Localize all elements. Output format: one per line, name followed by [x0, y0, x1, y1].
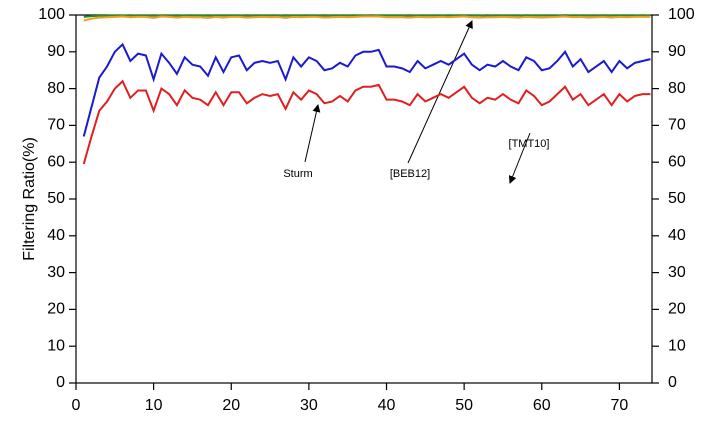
y2-tick-label: 80 [668, 80, 686, 97]
x-tick-label: 70 [610, 397, 628, 414]
y2-tick-label: 50 [668, 190, 686, 207]
y2-tick-label: 30 [668, 264, 686, 281]
x-tick-label: 50 [455, 397, 473, 414]
x-tick-label: 40 [378, 397, 396, 414]
y2-tick-label: 90 [668, 43, 686, 60]
y2-tick-label: 60 [668, 153, 686, 170]
y2-tick-label: 70 [668, 117, 686, 134]
y-tick-label: 100 [38, 6, 65, 23]
annotation-arrow [304, 104, 321, 163]
series-line [82, 79, 651, 165]
y-tick-label: 0 [56, 374, 65, 391]
y2-tick-label: 40 [668, 227, 686, 244]
annotation: [BEB12] [390, 168, 430, 180]
x-tick-label: 20 [222, 397, 240, 414]
y-tick-label: 10 [47, 337, 65, 354]
y-tick-label: 40 [47, 227, 65, 244]
plot-frame [75, 14, 653, 384]
x-tick-label: 60 [533, 397, 551, 414]
annotation: [TMT10] [509, 138, 550, 150]
annotation: Sturm [283, 168, 312, 180]
y-tick-label: 90 [47, 43, 65, 60]
y-axis-label: Filtering Ratio(%) [21, 137, 38, 261]
y2-tick-label: 0 [668, 374, 677, 391]
y-tick-label: 50 [47, 190, 65, 207]
series-line [82, 42, 651, 137]
annotation-arrow [407, 20, 473, 164]
y-tick-label: 30 [47, 264, 65, 281]
annotations: Sturm [BEB12] [TMT10] [283, 20, 550, 184]
x-tick-label: 10 [145, 397, 163, 414]
y-tick-label: 80 [47, 80, 65, 97]
y-tick-label: 20 [47, 301, 65, 318]
y-tick-label: 70 [47, 117, 65, 134]
y2-tick-label: 100 [668, 6, 695, 23]
y-tick-label: 60 [47, 153, 65, 170]
x-tick-label: 0 [72, 397, 81, 414]
y2-tick-label: 10 [668, 337, 686, 354]
y2-tick-label: 20 [668, 301, 686, 318]
annotation-arrow [508, 132, 531, 184]
x-tick-label: 30 [300, 397, 318, 414]
series-line [83, 15, 651, 22]
